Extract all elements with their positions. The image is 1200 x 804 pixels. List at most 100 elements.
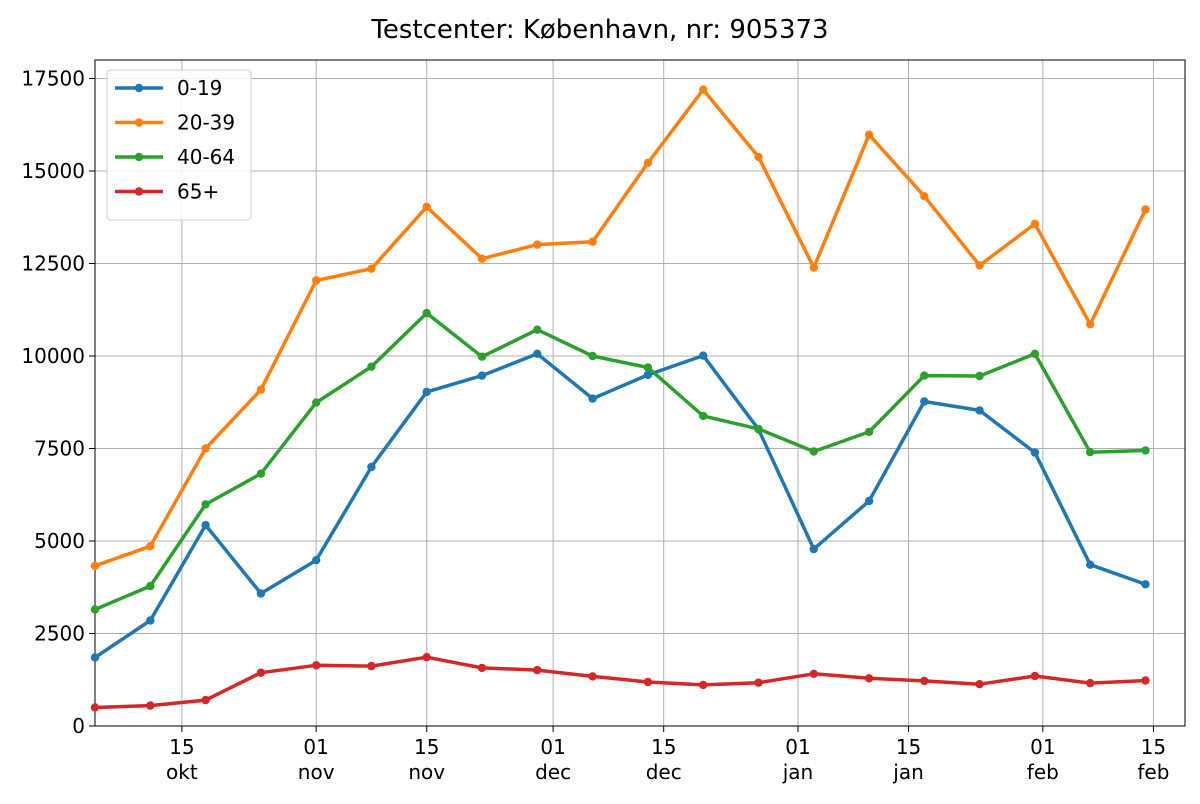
x-tick-label-day: 01 xyxy=(785,735,810,759)
data-point xyxy=(367,362,376,371)
data-point xyxy=(477,663,487,673)
y-tick-label: 15000 xyxy=(21,159,85,183)
data-point xyxy=(477,254,487,263)
data-point xyxy=(90,561,100,570)
x-tick-label-month: feb xyxy=(1027,760,1059,784)
data-point xyxy=(1086,448,1095,457)
legend-entry: 0-19 xyxy=(115,76,222,100)
legend-marker xyxy=(134,152,144,162)
x-tick-label-month: jan xyxy=(892,760,924,784)
data-point xyxy=(146,701,155,710)
data-point xyxy=(643,158,653,168)
y-tick-label: 0 xyxy=(72,714,85,738)
data-point xyxy=(533,665,542,675)
y-tick-label: 7500 xyxy=(34,437,85,461)
series-line xyxy=(94,311,1146,612)
data-point xyxy=(920,192,929,201)
data-point xyxy=(588,672,597,681)
data-point xyxy=(699,351,708,360)
series-20-39 xyxy=(90,85,1150,570)
data-point xyxy=(1086,320,1095,329)
data-point xyxy=(422,202,431,212)
legend-entry: 40-64 xyxy=(115,145,235,169)
data-point xyxy=(256,469,266,478)
x-tick-label-month: nov xyxy=(408,760,445,784)
data-point xyxy=(643,677,653,687)
data-point xyxy=(312,276,321,285)
y-tick-label: 2500 xyxy=(34,622,85,646)
x-tick-label-day: 15 xyxy=(414,735,439,759)
data-point xyxy=(975,406,984,415)
x-tick-label-day: 15 xyxy=(169,735,194,759)
x-tick-label-day: 01 xyxy=(303,735,328,759)
y-tick-label: 17500 xyxy=(21,67,85,91)
data-point xyxy=(533,240,542,249)
x-tick-label-month: nov xyxy=(298,760,335,784)
series-line xyxy=(94,655,1146,710)
data-point xyxy=(256,668,266,677)
data-point xyxy=(754,152,763,162)
y-tick-label: 10000 xyxy=(21,344,85,368)
series-40-64 xyxy=(90,308,1150,614)
legend-marker xyxy=(134,83,144,93)
data-point xyxy=(256,589,266,598)
data-point xyxy=(146,616,155,625)
chart-title: Testcenter: København, nr: 905373 xyxy=(370,15,828,45)
data-point xyxy=(422,308,431,318)
data-point xyxy=(146,581,155,591)
x-tick-label-day: 15 xyxy=(651,735,676,759)
data-point xyxy=(643,363,653,372)
x-tick-label-month: dec xyxy=(646,760,682,784)
data-point xyxy=(1141,676,1150,685)
data-point xyxy=(367,462,376,472)
data-point xyxy=(588,237,597,246)
data-point xyxy=(422,653,431,662)
data-point xyxy=(1030,349,1040,358)
data-point xyxy=(312,556,321,565)
data-point xyxy=(367,264,376,273)
data-point xyxy=(312,661,321,670)
data-point xyxy=(588,394,597,403)
data-point xyxy=(975,371,984,381)
data-point xyxy=(864,496,874,506)
data-point xyxy=(1141,580,1150,589)
data-point xyxy=(533,349,542,358)
legend-label: 40-64 xyxy=(177,145,235,169)
data-point xyxy=(864,674,874,683)
series-layer xyxy=(90,85,1150,712)
legend-label: 65+ xyxy=(177,180,219,204)
data-point xyxy=(1030,671,1040,681)
data-point xyxy=(256,385,266,394)
data-point xyxy=(1030,448,1040,457)
data-point xyxy=(1030,219,1040,229)
data-point xyxy=(920,397,929,406)
y-tick-label: 5000 xyxy=(34,529,85,553)
x-tick-label-day: 15 xyxy=(896,735,921,759)
x-tick-label-day: 01 xyxy=(540,735,565,759)
data-point xyxy=(975,680,984,689)
grid xyxy=(95,60,1185,727)
x-tick-label-month: feb xyxy=(1137,760,1169,784)
x-tick-label-month: okt xyxy=(166,760,198,784)
legend-entry: 20-39 xyxy=(115,111,235,135)
data-point xyxy=(809,544,818,554)
legend-label: 20-39 xyxy=(177,111,235,135)
data-point xyxy=(90,605,100,614)
data-point xyxy=(1141,446,1150,455)
legend-entry: 65+ xyxy=(115,180,219,204)
x-tick-label-day: 15 xyxy=(1141,735,1166,759)
legend-marker xyxy=(134,118,144,127)
data-point xyxy=(422,387,431,397)
series-65+ xyxy=(90,653,1150,712)
data-point xyxy=(367,661,376,671)
y-tick-label: 12500 xyxy=(21,252,85,276)
series-line xyxy=(94,352,1147,659)
data-point xyxy=(975,261,984,270)
data-point xyxy=(920,371,929,380)
data-point xyxy=(201,444,210,453)
legend: 0-19 20-39 40-64 65+ xyxy=(106,69,252,221)
data-point xyxy=(1141,205,1150,214)
data-point xyxy=(1086,678,1095,688)
